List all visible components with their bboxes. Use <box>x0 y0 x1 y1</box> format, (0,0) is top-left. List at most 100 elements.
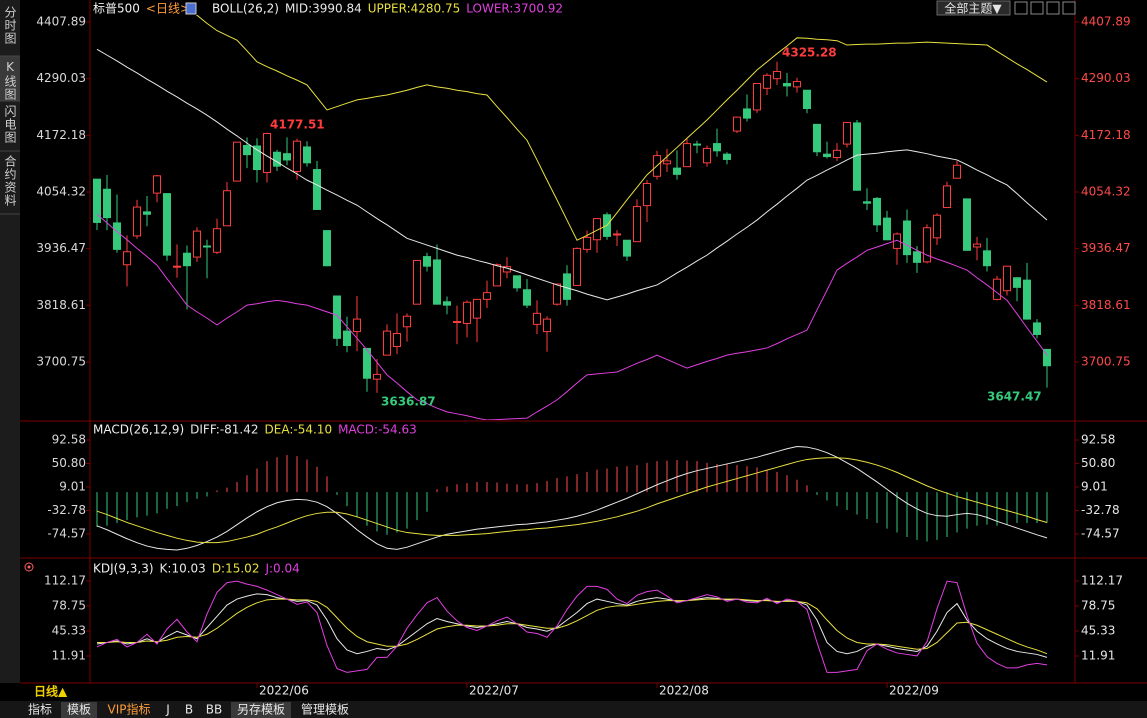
candle-body <box>343 330 351 347</box>
theme-button-label[interactable]: 全部主题▼ <box>944 1 1002 16</box>
candle-body <box>1013 277 1021 288</box>
toolbar-tab[interactable]: 指标 <box>28 702 52 717</box>
indicator-line <box>96 213 1048 420</box>
candle-body <box>923 227 931 263</box>
kdj-icon[interactable] <box>24 562 34 572</box>
candle-body <box>1033 322 1041 335</box>
indicator-line <box>96 446 1048 551</box>
candle-body <box>593 218 601 241</box>
candle-body <box>803 89 811 109</box>
candle-body <box>843 121 851 145</box>
candle-body <box>733 116 741 132</box>
candle-body <box>103 188 111 219</box>
legend-entry: UPPER:4280.75 <box>368 2 460 16</box>
y-tick-label: 3818.61 <box>1081 298 1131 312</box>
sidebar-tab[interactable]: K线图 <box>3 60 17 101</box>
y-tick-label: -74.57 <box>47 526 86 540</box>
y-tick-label: 11.91 <box>1081 648 1115 662</box>
candle-body <box>873 197 881 226</box>
candle-body <box>913 251 921 263</box>
sidebar <box>0 0 20 683</box>
candle-body <box>703 147 711 164</box>
legend-entry: MACD:-54.63 <box>338 423 417 437</box>
candle-body <box>1003 265 1011 292</box>
candle-body <box>123 251 131 266</box>
candle-body <box>513 275 521 289</box>
theme-button[interactable] <box>936 0 1011 16</box>
sidebar-tab[interactable]: 分时图 <box>3 6 17 45</box>
annotation: 4325.28 <box>782 46 837 60</box>
candle-body <box>363 347 371 379</box>
candle-body <box>943 185 951 209</box>
candle-body <box>153 175 161 194</box>
window-icon[interactable] <box>1014 1 1028 15</box>
annotation: 3636.87 <box>381 395 436 409</box>
indicator-line <box>96 48 1048 301</box>
kdj-icon-dot <box>27 565 31 569</box>
window-icon[interactable] <box>1030 1 1044 15</box>
candle-body <box>333 295 341 339</box>
toolbar-tab[interactable]: 另存模板 <box>237 703 285 717</box>
candle-body <box>933 214 941 239</box>
candle-body <box>233 141 241 182</box>
candle-body <box>193 230 201 258</box>
x-tick-label: 2022/09 <box>889 684 939 698</box>
candle-body <box>1043 348 1051 367</box>
candle-body <box>463 301 471 324</box>
toolbar-tab[interactable]: B <box>185 703 193 717</box>
candle-body <box>663 160 671 165</box>
candle-body <box>773 70 781 80</box>
y-tick-label: -74.57 <box>1081 526 1120 540</box>
toolbar-tab[interactable]: 管理模板 <box>301 702 349 717</box>
y-tick-label: 4054.32 <box>1081 185 1131 199</box>
candle-body <box>573 247 581 286</box>
y-tick-label: 9.01 <box>59 479 86 493</box>
y-tick-label: 45.33 <box>52 623 86 637</box>
candle-body <box>493 264 501 287</box>
toolbar-tab[interactable]: 模板 <box>67 703 91 717</box>
indicator-line <box>195 15 1048 241</box>
candle-body <box>403 315 411 328</box>
candle-body <box>833 149 841 159</box>
candle-body <box>113 222 121 250</box>
sidebar-tab[interactable]: 合约资料 <box>3 154 17 207</box>
legend-entry: J:0.04 <box>264 562 299 576</box>
candle-body <box>383 330 391 356</box>
y-tick-label: 3818.61 <box>36 298 86 312</box>
indicator-line <box>96 457 1048 544</box>
toolbar-tab[interactable]: J <box>165 703 170 717</box>
toolbar-tab[interactable]: VIP指标 <box>108 702 151 717</box>
candle-body <box>823 153 831 158</box>
toolbar-tab[interactable]: BB <box>206 703 222 717</box>
y-tick-label: 9.01 <box>1081 479 1108 493</box>
candle-body <box>393 333 401 347</box>
annotation: 4177.51 <box>270 118 325 132</box>
indicator: BOLL(26,2) <box>212 2 279 16</box>
period-label[interactable]: 日线▲ <box>34 684 68 699</box>
candle-body <box>623 239 631 257</box>
candle-body <box>143 211 151 215</box>
window-icon[interactable] <box>1046 1 1060 15</box>
toolbar-tab-selected <box>231 702 291 718</box>
annotation: 3647.47 <box>987 390 1042 404</box>
candle-body <box>883 217 891 241</box>
candle-body <box>243 145 251 156</box>
candle-body <box>423 256 431 267</box>
candle-body <box>313 169 321 210</box>
candle-body <box>443 301 451 306</box>
y-tick-label: -32.78 <box>1081 503 1120 517</box>
candle-body <box>793 81 801 88</box>
window-icon[interactable] <box>1062 1 1076 15</box>
candle-body <box>763 74 771 89</box>
legend-entry: DIFF:-81.42 <box>190 423 258 437</box>
candle-body <box>413 259 421 305</box>
candle-body <box>273 151 281 167</box>
candle-body <box>683 143 691 168</box>
toolbar-tab-selected <box>61 702 97 718</box>
candle-body <box>353 318 361 333</box>
sidebar-tab[interactable]: 闪电图 <box>3 105 17 144</box>
candle-body <box>863 201 871 204</box>
legend-entry: K:10.03 <box>160 562 206 576</box>
y-tick-label: 92.58 <box>1081 432 1115 446</box>
